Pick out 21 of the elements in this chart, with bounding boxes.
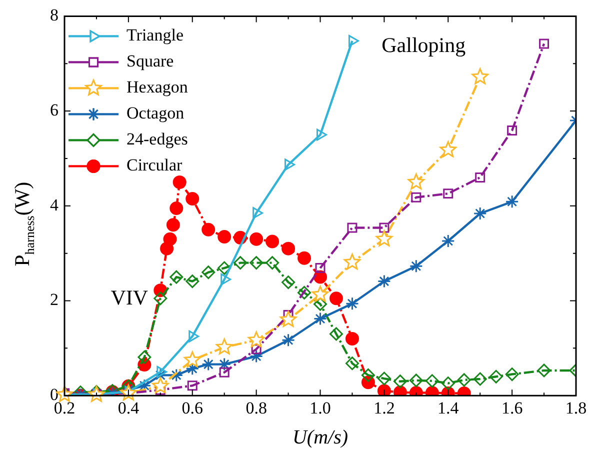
legend-label: Square <box>126 52 174 71</box>
y-tick-label: 4 <box>50 195 59 214</box>
annotation: VIV <box>110 286 148 310</box>
y-tick-label: 2 <box>50 290 58 310</box>
legend-label: Octagon <box>126 104 185 123</box>
y-tick-label: 6 <box>50 100 58 120</box>
x-tick-label: 1.0 <box>310 398 331 418</box>
legend-label: Circular <box>126 156 183 175</box>
x-axis-title: U(m/s) <box>292 426 348 448</box>
legend-label: Triangle <box>126 26 184 45</box>
legend-label: Hexagon <box>126 78 188 97</box>
x-tick-label: 0.4 <box>118 398 140 418</box>
x-tick-label: 1.4 <box>438 398 460 418</box>
x-tick-label: 1.8 <box>565 398 587 418</box>
x-tick-label: 1.6 <box>501 398 523 418</box>
annotation: Galloping <box>382 33 466 58</box>
x-tick-label: 1.2 <box>374 398 395 418</box>
x-tick-label: 0.6 <box>182 398 203 418</box>
legend-label: 24-edges <box>126 130 188 149</box>
y-tick-label: 8 <box>50 6 58 25</box>
x-tick-label: 0.8 <box>246 398 267 418</box>
